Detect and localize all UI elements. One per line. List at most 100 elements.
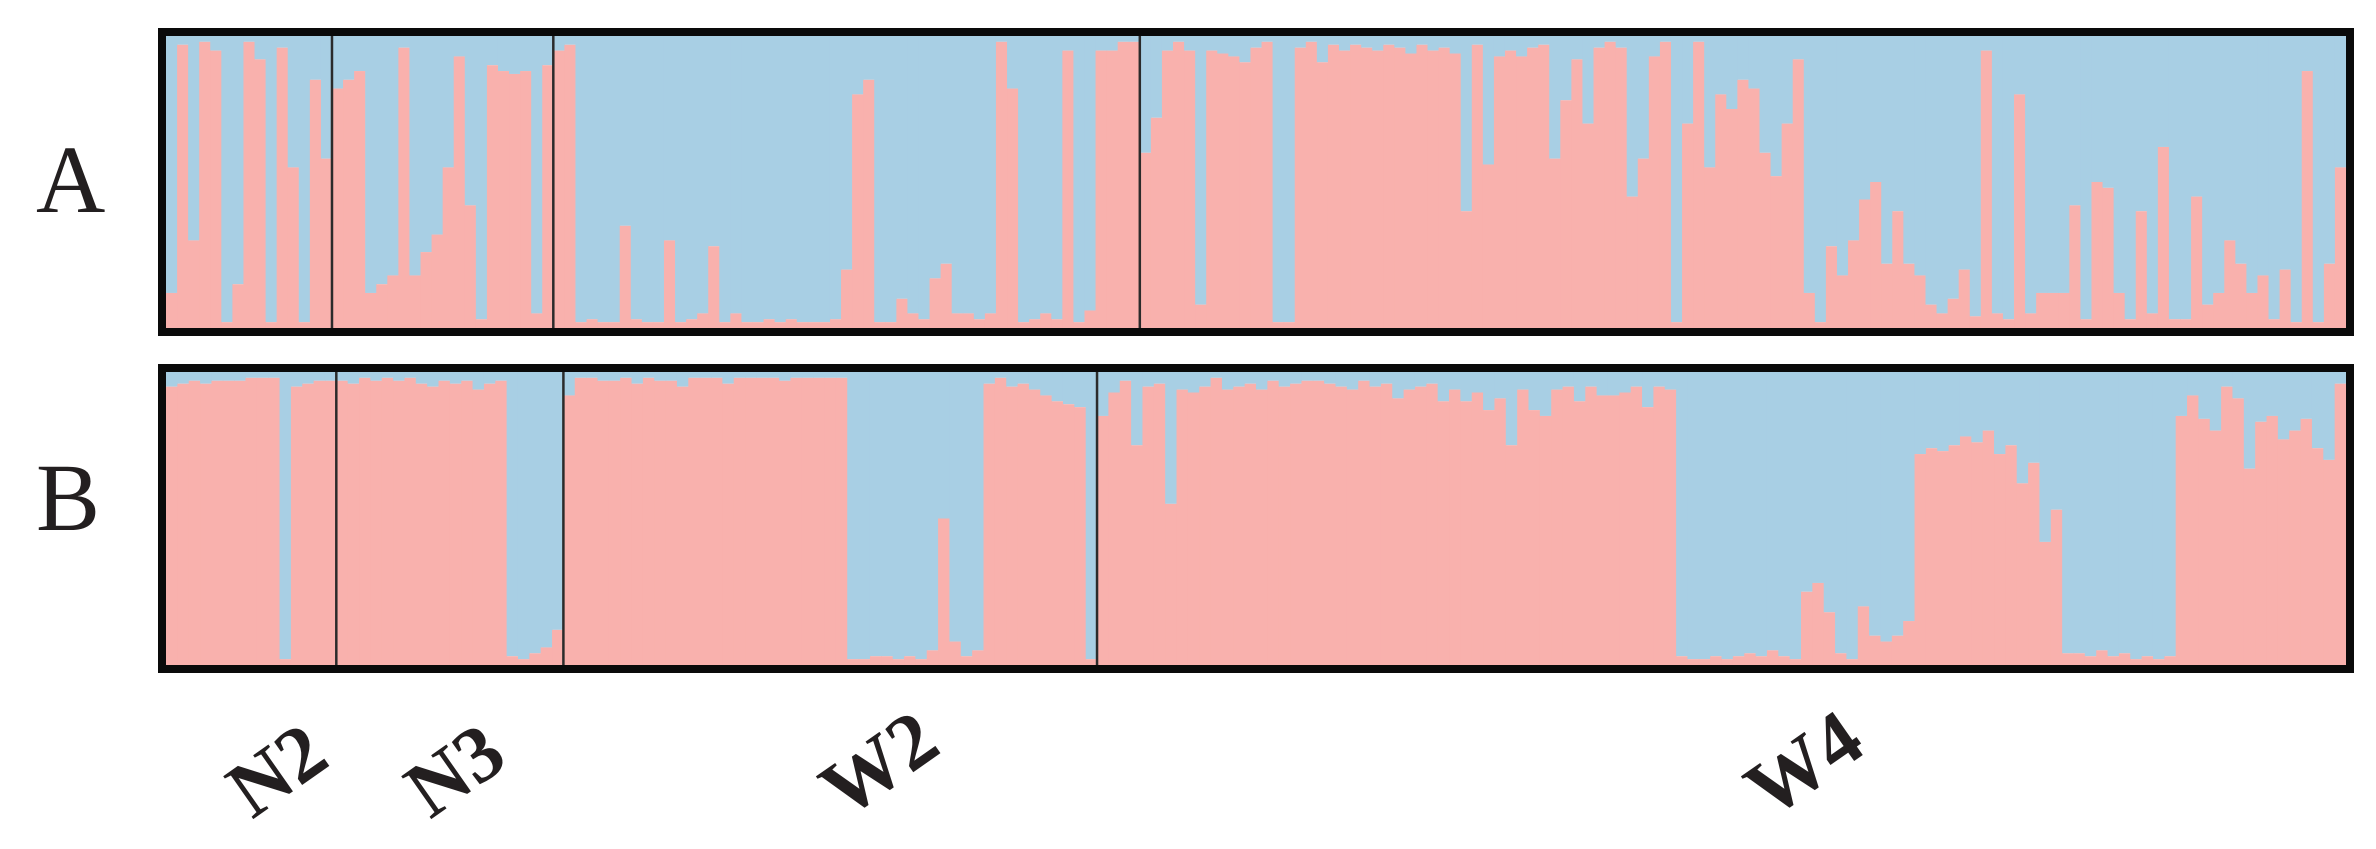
bar-b-n3-1-cluster1 xyxy=(336,380,349,665)
bar-b-w4-84-cluster1 xyxy=(2039,541,2052,665)
bar-a-w4-38-cluster2 xyxy=(1549,36,1561,159)
bar-a-n3-10-cluster2 xyxy=(431,36,444,235)
bar-a-w4-41-cluster2 xyxy=(1582,36,1595,124)
bar-b-w4-27-cluster1 xyxy=(1392,398,1405,665)
bar-b-n3-7-cluster1 xyxy=(404,377,417,665)
bar-b-w4-85-cluster2 xyxy=(2050,372,2063,510)
bar-a-w4-29-cluster2 xyxy=(1449,36,1462,54)
bar-a-n3-8-cluster2 xyxy=(409,36,422,276)
bar-a-w4-14-cluster1 xyxy=(1283,322,1296,328)
bar-b-w4-73-cluster1 xyxy=(1914,454,1927,665)
bar-b-w2-33-cluster2 xyxy=(926,372,939,651)
bar-a-w4-63-cluster1 xyxy=(1825,246,1838,328)
bar-a-w4-105-cluster1 xyxy=(2290,322,2303,328)
bar-a-w4-47-cluster1 xyxy=(1648,56,1661,328)
panel-a-plot xyxy=(158,28,2354,336)
bar-a-w4-99-cluster2 xyxy=(2224,36,2236,241)
bar-a-w2-40-cluster2 xyxy=(984,36,997,314)
bar-a-w4-87-cluster1 xyxy=(2091,182,2104,328)
bar-a-n3-19-cluster1 xyxy=(531,313,543,328)
bar-a-w4-16-cluster2 xyxy=(1305,36,1318,42)
bar-b-w4-90-cluster1 xyxy=(2107,656,2120,665)
bar-a-w4-93-cluster1 xyxy=(2157,146,2170,328)
bar-b-w4-62-cluster1 xyxy=(1789,659,1802,665)
bar-a-n3-9-cluster1 xyxy=(420,252,433,328)
bar-a-n2-15-cluster2 xyxy=(320,36,333,159)
bar-a-w4-59-cluster2 xyxy=(1781,36,1794,124)
bar-b-n3-15-cluster2 xyxy=(495,372,508,381)
bar-a-w4-3-cluster2 xyxy=(1161,36,1174,51)
bar-a-w4-15-cluster2 xyxy=(1294,36,1307,48)
bar-a-n3-12-cluster1 xyxy=(453,56,466,328)
bar-b-n3-7-cluster2 xyxy=(404,372,417,378)
bar-a-w4-94-cluster2 xyxy=(2168,36,2181,320)
bar-a-w4-48-cluster2 xyxy=(1659,36,1672,42)
bar-a-w4-57-cluster2 xyxy=(1759,36,1772,153)
bar-b-w2-40-cluster1 xyxy=(1006,386,1019,665)
bar-b-n3-9-cluster1 xyxy=(427,386,440,665)
bar-a-w4-51-cluster2 xyxy=(1693,36,1705,42)
bar-a-w4-103-cluster1 xyxy=(2268,319,2281,328)
bar-b-w4-3-cluster1 xyxy=(1119,380,1132,665)
bar-a-w4-35-cluster2 xyxy=(1516,36,1528,57)
bar-b-w4-29-cluster1 xyxy=(1414,386,1427,665)
bar-b-w4-33-cluster2 xyxy=(1460,372,1473,402)
bar-b-w4-43-cluster1 xyxy=(1573,401,1586,665)
bar-a-n2-6-cluster2 xyxy=(221,36,233,323)
bar-a-w4-7-cluster2 xyxy=(1206,36,1218,51)
bar-b-w4-34-cluster1 xyxy=(1471,392,1484,665)
bar-b-n2-14-cluster2 xyxy=(313,372,326,381)
bar-a-w4-76-cluster1 xyxy=(1969,316,1982,328)
bar-a-w4-15-cluster1 xyxy=(1294,47,1307,329)
bar-b-w4-100-cluster2 xyxy=(2221,372,2234,387)
bar-b-w4-27-cluster2 xyxy=(1392,372,1405,399)
bar-a-w2-25-cluster1 xyxy=(818,322,831,328)
bar-a-w2-11-cluster1 xyxy=(663,240,676,328)
bar-a-w2-46-cluster1 xyxy=(1051,319,1063,328)
bar-b-w4-88-cluster1 xyxy=(2084,656,2097,665)
bar-a-w4-8-cluster2 xyxy=(1217,36,1229,54)
bar-b-w2-44-cluster1 xyxy=(1051,401,1064,665)
bar-a-w4-27-cluster2 xyxy=(1427,36,1440,51)
bar-a-n3-2-cluster1 xyxy=(343,79,355,328)
bar-a-n2-10-cluster2 xyxy=(265,36,278,323)
bar-b-w4-24-cluster2 xyxy=(1358,372,1371,381)
bar-a-w4-37-cluster2 xyxy=(1538,36,1550,45)
bar-a-w4-20-cluster1 xyxy=(1350,44,1362,328)
bar-b-w2-26-cluster1 xyxy=(847,659,860,665)
bar-b-w4-96-cluster2 xyxy=(2175,372,2188,416)
bar-b-w4-87-cluster1 xyxy=(2073,653,2086,665)
bar-a-w4-29-cluster1 xyxy=(1449,53,1462,329)
bar-a-w4-96-cluster1 xyxy=(2191,196,2203,328)
bar-a-w4-32-cluster2 xyxy=(1482,36,1495,165)
bar-a-n3-4-cluster2 xyxy=(365,36,377,293)
bar-a-w4-107-cluster2 xyxy=(2312,36,2325,323)
bar-b-n3-20-cluster1 xyxy=(552,629,564,665)
bar-a-n2-7-cluster2 xyxy=(232,36,245,285)
bar-a-w4-58-cluster2 xyxy=(1770,36,1783,177)
bar-b-w2-25-cluster1 xyxy=(835,377,848,665)
bar-a-n2-9-cluster2 xyxy=(254,36,267,60)
bar-b-w4-3-cluster2 xyxy=(1119,372,1132,381)
bar-b-w4-33-cluster1 xyxy=(1460,401,1473,665)
bar-a-w2-22-cluster1 xyxy=(785,319,798,328)
bar-a-w4-19-cluster2 xyxy=(1338,36,1351,51)
bar-b-w2-38-cluster2 xyxy=(983,372,996,384)
bar-a-w4-72-cluster1 xyxy=(1925,304,1938,328)
bar-a-w4-47-cluster2 xyxy=(1648,36,1661,57)
bar-b-n2-7-cluster1 xyxy=(234,380,247,665)
bar-b-n2-2-cluster2 xyxy=(177,372,190,384)
bar-a-w2-47-cluster1 xyxy=(1062,50,1075,328)
bar-a-n3-20-cluster2 xyxy=(542,36,554,66)
bar-a-w4-23-cluster1 xyxy=(1383,44,1395,328)
bar-b-n2-4-cluster1 xyxy=(200,383,213,665)
bar-b-n2-4-cluster2 xyxy=(200,372,213,384)
bar-a-w4-1-cluster2 xyxy=(1139,36,1152,153)
bar-b-n3-14-cluster1 xyxy=(483,383,496,665)
bar-b-w2-35-cluster1 xyxy=(949,641,962,665)
panel-b-frame xyxy=(158,364,2354,673)
bar-b-w2-43-cluster2 xyxy=(1040,372,1053,396)
bar-b-w4-42-cluster1 xyxy=(1562,386,1575,665)
bar-b-w4-74-cluster2 xyxy=(1925,372,1938,449)
bar-a-w4-89-cluster2 xyxy=(2113,36,2126,293)
